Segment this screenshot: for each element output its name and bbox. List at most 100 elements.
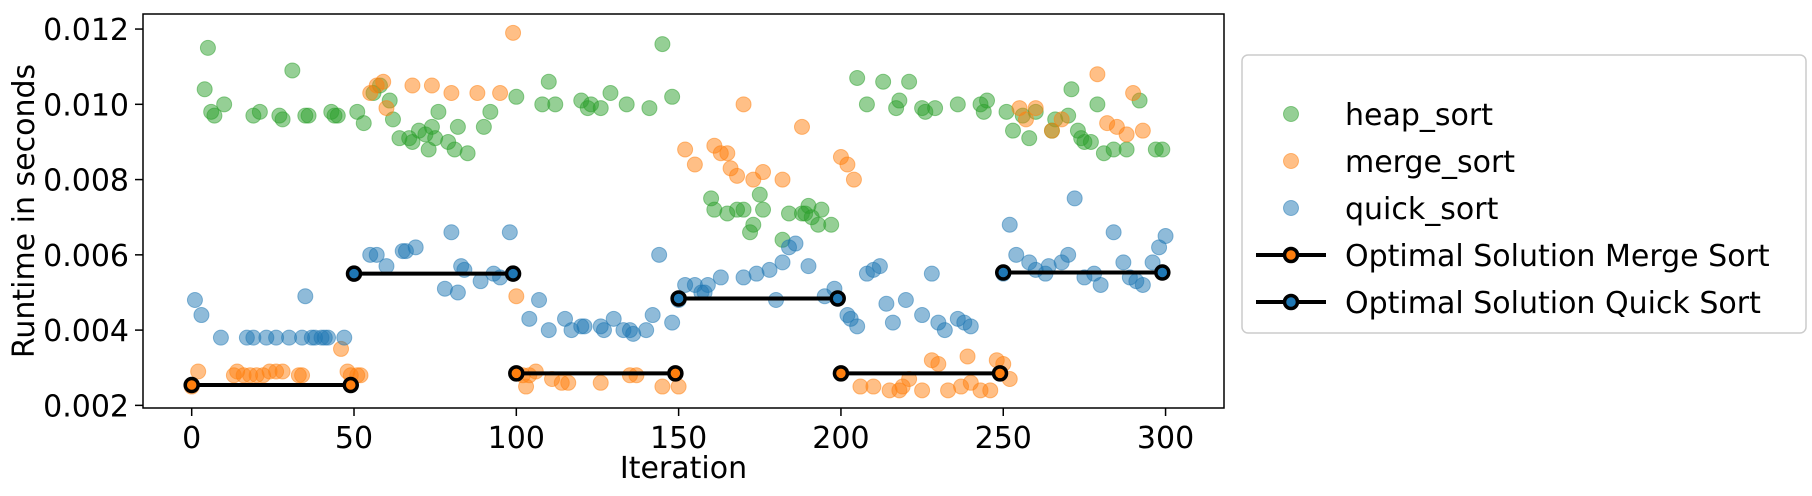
merge_sort-point-67	[959, 348, 976, 365]
merge_sort-point-25	[469, 85, 486, 102]
quick_sort-point-83	[1008, 246, 1025, 263]
quick_sort-point-101	[1157, 228, 1174, 245]
series-Optimal Solution Merge Sort	[183, 365, 1009, 394]
heap_sort-point-96	[1118, 141, 1135, 158]
x-tick-label: 50	[335, 421, 373, 456]
quick_sort-point-89	[1060, 246, 1077, 263]
heap_sort-point-71	[891, 92, 908, 109]
optimal-marker-2-1	[1154, 264, 1171, 281]
merge_sort-point-28	[508, 288, 525, 305]
legend: heap_sort merge_sort quick_sort Optimal Sol…	[1241, 54, 1807, 334]
heap_sort-point-75	[927, 100, 944, 117]
quick_sort-point-93	[1092, 276, 1109, 293]
plot-area	[183, 24, 1174, 399]
merge_sort-point-78	[1053, 111, 1070, 128]
y-axis-label: Runtime in seconds	[7, 64, 42, 358]
heap_sort-point-38	[540, 73, 557, 90]
merge_sort-point-70	[982, 382, 999, 399]
series-merge_sort	[183, 24, 1151, 399]
merge_sort-point-21	[378, 100, 395, 117]
merge_sort-point-20	[375, 73, 392, 90]
merge_sort-point-10	[274, 363, 291, 380]
merge_sort-point-23	[423, 77, 440, 94]
optimal-marker-0-1	[504, 265, 522, 282]
quick_sort-point-59	[774, 254, 791, 271]
quick_sort-point-14	[320, 329, 337, 346]
optimal-marker-0-0	[345, 265, 363, 282]
merge_sort-point-62	[914, 382, 931, 399]
quick_sort-point-0	[186, 291, 203, 308]
y-tick-label: 0.004	[43, 314, 129, 349]
quick_sort-point-73	[897, 291, 914, 308]
heap_sort-point-92	[1082, 133, 1099, 150]
quick_sort-point-15	[336, 329, 353, 346]
legend-label: merge_sort	[1345, 145, 1515, 180]
quick_sort-point-27	[472, 273, 489, 290]
heap_sort-point-9	[284, 62, 301, 79]
merge_sort-point-79	[1089, 66, 1106, 83]
quick_sort-point-45	[644, 307, 661, 324]
legend-label: Optimal Solution Quick Sort	[1345, 286, 1761, 321]
merge_sort-point-48	[735, 96, 752, 113]
quick_sort-point-94	[1105, 224, 1122, 241]
legend-entry-4: Optimal Solution Quick Sort	[1256, 286, 1761, 321]
heap_sort-point-35	[482, 103, 499, 120]
merge_sort-point-22	[404, 77, 421, 94]
heap_sort-point-76	[949, 96, 966, 113]
y-tick-label: 0.008	[43, 164, 129, 199]
heap_sort-point-53	[735, 201, 752, 218]
quick_sort-point-72	[884, 314, 901, 331]
merge_sort-point-84	[1134, 122, 1151, 139]
x-tick-label: 200	[812, 421, 869, 456]
quick_sort-point-54	[712, 269, 729, 286]
heap_sort-point-67	[849, 69, 866, 86]
quick_sort-point-57	[761, 261, 778, 278]
quick_sort-point-47	[664, 314, 681, 331]
legend-marker	[1282, 293, 1300, 311]
x-tick-label: 0	[182, 421, 201, 456]
x-axis-label: Iteration	[620, 451, 747, 486]
quick_sort-point-77	[936, 322, 953, 339]
merge_sort-point-45	[719, 145, 736, 162]
merge_sort-point-26	[492, 85, 509, 102]
x-tick-label: 250	[975, 421, 1032, 456]
quick_sort-point-75	[923, 265, 940, 282]
heap_sort-point-65	[813, 201, 830, 218]
merge_sort-point-24	[443, 85, 460, 102]
legend-label: quick_sort	[1345, 192, 1499, 227]
quick_sort-point-33	[540, 322, 557, 339]
merge_sort-point-47	[729, 167, 746, 184]
legend-entry-0: heap_sort	[1283, 98, 1493, 133]
legend-marker	[1283, 106, 1299, 122]
merge_sort-point-57	[865, 378, 882, 395]
merge_sort-point-82	[1118, 126, 1135, 143]
quick_sort-point-31	[521, 310, 538, 327]
heap_sort-point-66	[823, 216, 840, 233]
merge_sort-point-39	[654, 378, 671, 395]
quick_sort-point-67	[849, 318, 866, 335]
quick_sort-point-53	[699, 276, 716, 293]
merge_sort-point-77	[1043, 122, 1060, 139]
heap_sort-point-45	[618, 96, 635, 113]
optimal-marker-1-0	[508, 365, 525, 382]
x-axis: 0 50 100 150 200 250 300	[182, 408, 1194, 456]
optimal-marker-0-1	[342, 376, 360, 394]
legend-entry-2: quick_sort	[1283, 192, 1499, 227]
merge_sort-point-64	[930, 355, 947, 372]
quick_sort-point-44	[638, 322, 655, 339]
quick_sort-point-1	[193, 307, 210, 324]
merge_sort-point-41	[677, 141, 694, 158]
quick_sort-point-37	[576, 318, 593, 335]
heap_sort-point-34	[475, 118, 492, 135]
quick_sort-point-71	[878, 295, 895, 312]
merge_sort-point-12	[294, 367, 311, 384]
quick_sort-point-30	[501, 224, 518, 241]
heap_sort-point-46	[641, 100, 658, 117]
legend-label: heap_sort	[1345, 98, 1493, 133]
heap_sort-point-93	[1089, 96, 1106, 113]
quick_sort-point-39	[595, 322, 612, 339]
heap_sort-point-6	[251, 103, 268, 120]
merge_sort-point-35	[560, 374, 577, 391]
quick_sort-point-74	[914, 307, 931, 324]
merge_sort-point-50	[755, 164, 772, 181]
